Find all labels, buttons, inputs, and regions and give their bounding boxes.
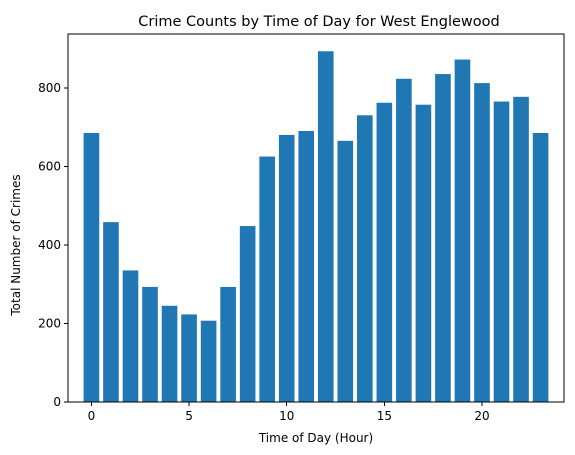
bar-hour-17 xyxy=(415,104,432,403)
x-tick-label: 20 xyxy=(474,409,489,423)
y-axis-ticks: 0 200 400 600 800 xyxy=(38,81,68,409)
y-tick-label: 600 xyxy=(38,159,61,173)
x-axis-title: Time of Day (Hour) xyxy=(258,431,373,445)
y-tick-label: 200 xyxy=(38,316,61,330)
bar-hour-3 xyxy=(142,286,158,402)
chart-title: Crime Counts by Time of Day for West Eng… xyxy=(138,14,499,30)
x-tick-label: 0 xyxy=(88,409,96,423)
bar-hour-18 xyxy=(435,74,451,403)
x-tick-label: 10 xyxy=(279,409,294,423)
bar-hour-0 xyxy=(83,132,100,402)
bar-hour-12 xyxy=(317,51,334,403)
bar-hour-15 xyxy=(376,102,393,403)
bar-hour-19 xyxy=(454,59,471,402)
bar-hour-1 xyxy=(103,222,119,402)
bar-hour-22 xyxy=(513,96,529,403)
plot-frame xyxy=(67,33,565,403)
bar-hour-8 xyxy=(239,226,256,402)
bar-hour-20 xyxy=(474,83,490,403)
bar-hour-9 xyxy=(259,156,275,402)
bar-hour-14 xyxy=(357,115,373,402)
x-tick-label: 15 xyxy=(377,409,392,423)
bar-hour-13 xyxy=(337,140,354,402)
bar-hour-23 xyxy=(532,132,549,402)
y-axis-title: Total Number of Crimes xyxy=(9,174,23,316)
bar-hour-10 xyxy=(278,134,295,402)
y-tick-label: 0 xyxy=(53,395,61,409)
x-tick-label: 5 xyxy=(185,409,193,423)
bar-hour-4 xyxy=(161,305,178,402)
bar-hour-5 xyxy=(181,314,197,402)
bar-hour-6 xyxy=(200,320,217,402)
bar-hour-21 xyxy=(493,101,510,402)
bar-hour-11 xyxy=(298,131,315,402)
bar-hour-2 xyxy=(122,270,139,402)
x-axis-ticks: 0 5 10 15 20 xyxy=(88,402,490,423)
y-tick-label: 400 xyxy=(38,238,61,252)
bar-hour-16 xyxy=(396,78,412,403)
y-tick-label: 800 xyxy=(38,81,61,95)
bars-group xyxy=(83,51,549,403)
bar-hour-7 xyxy=(220,286,236,402)
